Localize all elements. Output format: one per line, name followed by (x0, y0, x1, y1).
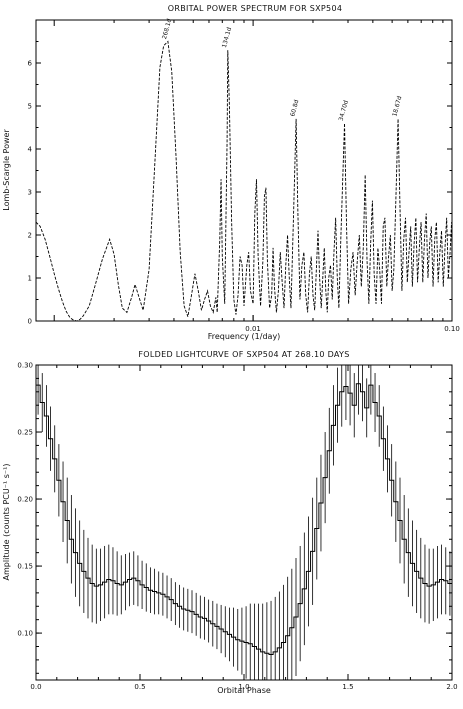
power-spectrum-title: ORBITAL POWER SPECTRUM FOR SXP504 (168, 4, 342, 13)
lightcurve-x-tick-label: 0.5 (134, 683, 145, 691)
lightcurve-y-tick-label: 0.15 (17, 563, 33, 571)
power-spectrum-y-tick-label: 0 (28, 318, 32, 326)
peak-period-label: 34.70d (338, 99, 350, 121)
lightcurve-plot-frame (35, 364, 453, 681)
peak-period-label: 134.1d (221, 26, 233, 48)
power-spectrum-y-axis-title: Lomb-Scargle Power (2, 129, 11, 211)
power-spectrum-x-axis-title: Frequency (1/day) (208, 332, 281, 341)
power-spectrum-y-tick-label: 1 (28, 275, 32, 283)
power-spectrum-series-line (35, 40, 453, 322)
power-spectrum-panel: ORBITAL POWER SPECTRUM FOR SXP504 0 1 2 3 4 5… (2, 4, 460, 341)
lightcurve-x-tick-label: 2.0 (446, 683, 457, 691)
lightcurve-title: FOLDED LIGHTCURVE OF SXP504 AT 268.10 DA… (138, 350, 349, 359)
peak-period-label: 60.8d (289, 99, 300, 118)
lightcurve-y-tick-label: 0.30 (17, 362, 33, 370)
power-spectrum-y-tick-label: 3 (28, 189, 32, 197)
folded-lightcurve-panel: FOLDED LIGHTCURVE OF SXP504 AT 268.10 DA… (2, 350, 458, 695)
power-spectrum-x-tick-label: 0.01 (245, 325, 261, 333)
power-spectrum-plot-frame (35, 19, 453, 322)
power-spectrum-x-tick-label: 0.10 (444, 325, 460, 333)
lightcurve-y-tick-label: 0.10 (17, 630, 33, 638)
power-spectrum-y-tick-label: 6 (28, 60, 33, 68)
power-spectrum-y-tick-label: 2 (28, 232, 32, 240)
lightcurve-x-tick-label: 1.0 (238, 683, 249, 691)
lightcurve-y-axis-title: Amplitude (counts PCU⁻¹ s⁻¹) (2, 464, 11, 581)
lightcurve-step-line (36, 383, 452, 656)
lightcurve-x-axis-title: Orbital Phase (217, 686, 271, 695)
lightcurve-x-tick-label: 0.0 (30, 683, 41, 691)
power-spectrum-y-tick-label: 4 (28, 146, 33, 154)
lightcurve-x-tick-label: 1.5 (342, 683, 353, 691)
lightcurve-y-tick-label: 0.20 (17, 496, 33, 504)
lightcurve-y-tick-label: 0.25 (17, 429, 33, 437)
power-spectrum-y-tick-label: 5 (28, 103, 32, 111)
peak-period-label: 268.1d (161, 18, 173, 40)
peak-period-label: 18.67d (391, 95, 403, 117)
